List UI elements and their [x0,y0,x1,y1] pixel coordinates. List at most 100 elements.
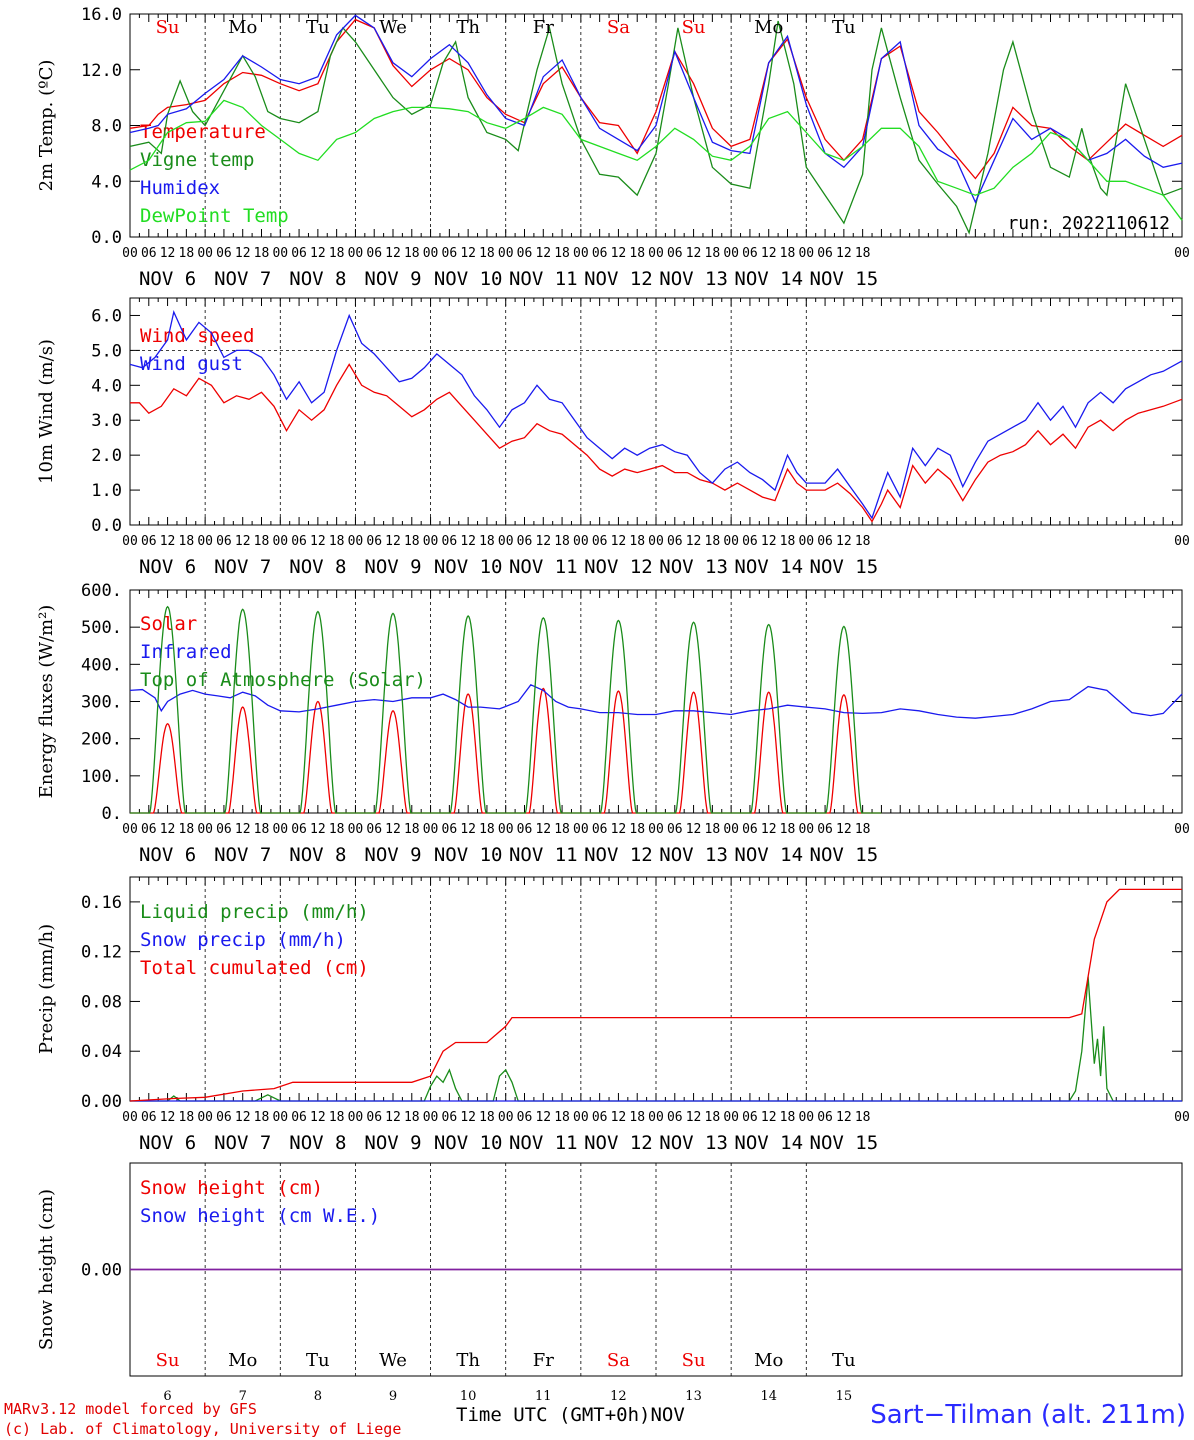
hour-tick-label: 06 [291,534,307,549]
weekday-label: Su [682,1350,706,1371]
y-axis-label: Energy fluxes (W/m²) [36,605,57,799]
weekday-label: Th [456,1350,480,1371]
hour-tick-label: 00 [648,822,664,837]
hour-tick-label: 18 [254,1110,270,1125]
hour-tick-label: 06 [216,822,232,837]
y-tick-label: 0.0 [91,516,122,536]
hour-tick-label: 18 [554,534,570,549]
hour-tick-label: 18 [479,246,495,261]
date-label: NOV 10 [434,556,503,578]
y-tick-label: 0.0 [91,228,122,248]
weekday-label: Fr [533,17,554,38]
day-number-label: 8 [314,1389,322,1404]
hour-tick-label: 06 [517,246,533,261]
hour-tick-label: 06 [817,822,833,837]
date-label: NOV 14 [734,556,803,578]
date-label: NOV 15 [810,268,879,290]
hour-tick-label: 18 [329,534,345,549]
y-axis-label: Precip (mm/h) [36,924,57,1054]
series-line-dewpoint-temp [129,99,1183,221]
hour-tick-label: 18 [780,534,796,549]
hour-tick-label: 00 [272,534,288,549]
series-line-wind-gust [129,309,1183,520]
series-line-top-of-atmosphere-solar- [130,605,882,814]
date-label: NOV 14 [734,1132,803,1154]
date-label: NOV 10 [434,1132,503,1154]
day-number-label: 10 [460,1389,477,1404]
date-label: NOV 7 [214,844,271,866]
hour-tick-label: 00 [648,246,664,261]
hour-tick-label: 12 [686,534,702,549]
hour-tick-label: 06 [141,534,157,549]
series-line-total-cumulated-cm- [129,888,1182,1102]
series-line-wind-speed [130,363,1183,523]
date-label: NOV 9 [364,1132,421,1154]
hour-tick-label: 12 [611,534,627,549]
hour-tick-label: 06 [291,822,307,837]
hour-tick-label: 06 [742,534,758,549]
date-label: NOV 13 [659,1132,728,1154]
hour-tick-label: 06 [667,822,683,837]
hour-tick-label: 00 [348,246,364,261]
hour-tick-label: 12 [160,822,176,837]
weekday-label: Mo [754,1350,783,1371]
legend-snow-precip-mm-h-: Snow precip (mm/h) [140,929,346,951]
weekday-label: Th [456,17,480,38]
date-label: NOV 11 [509,1132,578,1154]
y-tick-label: 0.08 [81,992,122,1012]
hour-tick-label: 06 [216,1110,232,1125]
y-tick-label: 600. [81,581,122,601]
hour-tick-label: 12 [310,246,326,261]
hour-tick-label: 00 [798,822,814,837]
series-line-liquid-precip-mm-h- [130,976,1182,1102]
hour-tick-label: 12 [460,822,476,837]
y-tick-label: 0.16 [81,893,122,913]
date-label: NOV 15 [810,1132,879,1154]
hour-tick-label: 06 [517,534,533,549]
hour-tick-label: 18 [855,246,871,261]
day-number-label: 7 [239,1389,247,1404]
hour-tick-label: 12 [836,534,852,549]
hour-tick-label: 12 [836,246,852,261]
hour-tick-label: 00 [723,534,739,549]
date-label: NOV 14 [734,268,803,290]
day-number-label: 14 [760,1389,777,1404]
date-label: NOV 7 [214,556,271,578]
weekday-label: We [379,1350,407,1371]
weekday-label: Tu [306,17,330,38]
series-line-vigne-temp [129,20,1183,235]
credit-line-1: MARv3.12 model forced by GFS [4,1400,257,1418]
hour-tick-label: 00 [723,1110,739,1125]
hour-tick-label: 06 [366,1110,382,1125]
hour-tick-label: 12 [385,1110,401,1125]
hour-tick-label: 06 [141,1110,157,1125]
day-number-label: 6 [163,1389,171,1404]
hour-tick-label: 00 [723,822,739,837]
hour-tick-label: 12 [761,246,777,261]
date-label: NOV 12 [584,268,653,290]
hour-tick-label: 18 [404,246,420,261]
hour-tick-label: 00 [348,1110,364,1125]
y-axis-label: 2m Temp. (ºC) [36,60,57,192]
legend-wind-speed: Wind speed [140,325,254,347]
hour-tick-label: 12 [310,1110,326,1125]
date-label: NOV 8 [289,556,346,578]
hour-tick-label: 06 [291,1110,307,1125]
hour-tick-label: 12 [235,822,251,837]
hour-tick-label: 18 [479,1110,495,1125]
weekday-label: We [379,17,407,38]
hour-tick-label: 06 [141,246,157,261]
hour-tick-label: 00 [272,822,288,837]
hour-tick-label: 12 [836,1110,852,1125]
hour-tick-label: 12 [686,1110,702,1125]
hour-tick-label: 00 [723,246,739,261]
hour-tick-label: 00 [648,1110,664,1125]
y-tick-label: 0. [102,804,122,824]
hour-tick-label: 00 [122,534,138,549]
day-number-label: 9 [389,1389,397,1404]
date-label: NOV 11 [509,556,578,578]
hour-tick-label: 00 [573,534,589,549]
hour-tick-label: 12 [611,822,627,837]
y-tick-label: 16.0 [81,5,122,25]
credit-line-2: (c) Lab. of Climatology, University of L… [4,1420,402,1438]
